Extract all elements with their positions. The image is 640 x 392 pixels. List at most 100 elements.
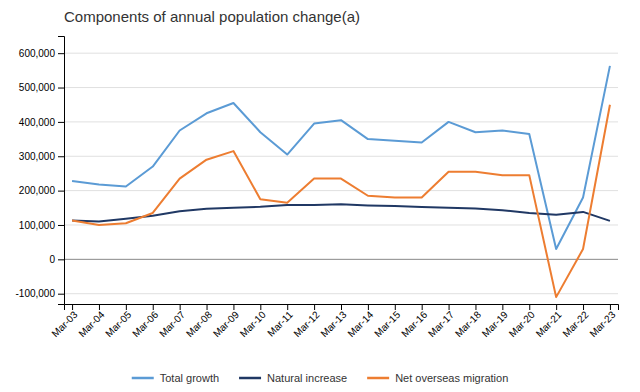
y-tick: 0: [49, 254, 64, 265]
x-tick: Mar-23: [587, 304, 617, 339]
x-tick-label: Mar-05: [103, 309, 133, 339]
x-tick-label: Mar-12: [291, 309, 321, 339]
x-axis: Mar-03Mar-04Mar-05Mar-06Mar-07Mar-08Mar-…: [49, 304, 618, 339]
grid-line: [64, 121, 618, 122]
x-tick-mark: [583, 304, 584, 310]
x-tick: Mar-08: [184, 304, 214, 339]
grid: [64, 53, 618, 294]
y-tick: -100,000: [16, 288, 64, 299]
y-tick-label: -100,000: [16, 288, 56, 299]
x-tick-mark: [529, 304, 530, 310]
x-tick-label: Mar-18: [453, 309, 483, 339]
x-tick: Mar-15: [372, 304, 402, 339]
legend-swatch: [367, 377, 389, 380]
x-tick-mark: [502, 304, 503, 310]
grid-line: [64, 293, 618, 294]
zero-line: [64, 259, 618, 260]
grid-line: [64, 87, 618, 88]
x-tick-label: Mar-09: [211, 309, 241, 339]
y-tick-mark: [58, 53, 64, 54]
x-tick-mark: [260, 304, 261, 310]
x-tick-mark: [314, 304, 315, 310]
y-tick-label: 600,000: [19, 48, 56, 59]
x-tick: Mar-20: [507, 304, 537, 339]
y-axis-line: [58, 37, 65, 305]
y-tick-label: 400,000: [19, 117, 56, 128]
legend: Total growth Natural increase Net overseas…: [132, 372, 509, 384]
x-tick-label: Mar-11: [265, 309, 295, 339]
legend-item: Natural increase: [239, 372, 347, 384]
x-tick: Mar-07: [157, 304, 187, 339]
grid-line: [64, 53, 618, 54]
y-tick-label: 300,000: [19, 151, 56, 162]
x-tick: Mar-04: [76, 304, 106, 339]
legend-swatch: [239, 377, 261, 380]
y-tick: 500,000: [19, 82, 64, 93]
y-tick: 600,000: [19, 48, 64, 59]
y-tick: 200,000: [19, 185, 64, 196]
y-tick-mark: [58, 191, 64, 192]
y-tick-mark: [58, 156, 64, 157]
x-tick-mark: [287, 304, 288, 310]
legend-label: Net overseas migration: [395, 372, 508, 384]
y-tick: 400,000: [19, 117, 64, 128]
x-tick-label: Mar-15: [372, 309, 402, 339]
x-tick: Mar-14: [345, 304, 375, 339]
y-tick-label: 200,000: [19, 185, 56, 196]
y-tick-mark: [58, 259, 64, 260]
y-tick-label: 500,000: [19, 82, 56, 93]
x-tick: Mar-19: [480, 304, 510, 339]
x-tick-label: Mar-21: [534, 309, 564, 339]
x-tick-label: Mar-06: [130, 309, 160, 339]
y-tick: 300,000: [19, 151, 64, 162]
x-tick-label: Mar-14: [345, 309, 375, 339]
x-tick-mark: [126, 304, 127, 310]
x-tick-label: Mar-16: [399, 309, 429, 339]
x-tick: Mar-21: [534, 304, 564, 339]
x-tick: Mar-13: [318, 304, 348, 339]
y-tick-label: 100,000: [19, 220, 56, 231]
x-tick: Mar-22: [560, 304, 590, 339]
x-tick: Mar-17: [426, 304, 456, 339]
legend-item: Total growth: [132, 372, 219, 384]
x-tick-mark: [180, 304, 181, 310]
legend-swatch: [132, 377, 154, 380]
x-tick-label: Mar-22: [560, 309, 590, 339]
x-tick-label: Mar-19: [480, 309, 510, 339]
x-tick-label: Mar-13: [318, 309, 348, 339]
grid-line: [64, 190, 618, 191]
x-tick: Mar-11: [265, 304, 295, 339]
x-tick-mark: [368, 304, 369, 310]
x-tick-label: Mar-10: [238, 309, 268, 339]
x-axis-line: [65, 305, 619, 311]
x-tick-mark: [422, 304, 423, 310]
title: Components of annual population change(a…: [64, 8, 360, 25]
x-tick-mark: [449, 304, 450, 310]
y-tick-label: 0: [49, 254, 55, 265]
series-line: [72, 105, 610, 297]
legend-label: Natural increase: [267, 372, 347, 384]
x-tick: Mar-12: [291, 304, 321, 339]
x-tick: Mar-10: [238, 304, 268, 339]
x-tick-mark: [395, 304, 396, 310]
x-tick-mark: [99, 304, 100, 310]
x-tick-mark: [610, 304, 611, 310]
x-tick-mark: [233, 304, 234, 310]
x-tick: Mar-05: [103, 304, 133, 339]
y-tick-mark: [58, 294, 64, 295]
legend-label: Total growth: [160, 372, 219, 384]
x-tick-label: Mar-07: [157, 309, 187, 339]
grid-line: [64, 224, 618, 225]
x-tick-label: Mar-20: [507, 309, 537, 339]
x-tick-label: Mar-08: [184, 309, 214, 339]
series-line: [72, 66, 610, 249]
x-tick-mark: [207, 304, 208, 310]
x-tick-mark: [556, 304, 557, 310]
x-tick: Mar-18: [453, 304, 483, 339]
x-tick-label: Mar-17: [426, 309, 456, 339]
legend-item: Net overseas migration: [367, 372, 508, 384]
x-tick: Mar-03: [49, 304, 79, 339]
lines: [72, 66, 610, 297]
x-tick-mark: [475, 304, 476, 310]
y-tick-mark: [58, 225, 64, 226]
